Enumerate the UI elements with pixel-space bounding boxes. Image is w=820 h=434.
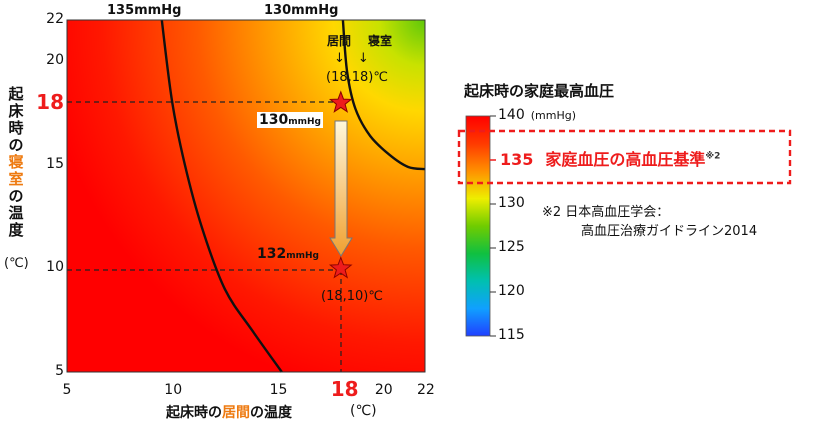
colorbar-tick-120: 120 — [498, 283, 525, 299]
colorbar-ticks — [490, 115, 496, 337]
threshold-footnote-mark: ※2 — [705, 151, 721, 162]
threshold-value: 135 — [500, 150, 534, 169]
point-1-value: 130mmHg — [257, 112, 323, 128]
footnote-line-1: ※2 日本高血圧学会： — [542, 205, 670, 220]
y-axis-label-char: 床 — [8, 102, 24, 120]
room-header-living: 居間 — [327, 34, 352, 48]
x-tick-18: 18 — [330, 377, 359, 401]
x-axis-label: 起床時の居間の温度 — [166, 402, 292, 422]
y-axis-label-char: 寝 — [8, 153, 24, 171]
room-header-bedroom: 寝室 — [368, 34, 393, 48]
x-tick-22: 22 — [417, 382, 435, 398]
colorbar-tick-140: 140 (mmHg) — [498, 107, 577, 123]
colorbar — [465, 115, 491, 337]
threshold-label: 135 家庭血圧の高血圧基準※2 — [500, 146, 720, 170]
x-tick-20: 20 — [374, 382, 393, 398]
point-star-2 — [328, 256, 353, 279]
y-tick-18: 18 — [36, 89, 64, 114]
colorbar-title: 起床時の家庭最高血圧 — [464, 82, 615, 100]
y-axis-label-char: 度 — [8, 221, 24, 239]
contour-label-135: 135mmHg — [107, 3, 182, 18]
threshold-text: 家庭血圧の高血圧基準 — [545, 150, 706, 169]
y-axis-label: 起床時の寝室の温度 — [7, 86, 25, 239]
threshold-box — [457, 129, 792, 185]
point-2-coord: (18,10)℃ — [321, 289, 383, 304]
y-axis-label-char: 時 — [8, 119, 24, 137]
plot-frame — [66, 19, 426, 373]
x-tick-5: 5 — [62, 382, 72, 398]
contour-line-130 — [341, 19, 426, 171]
point-1-coord: (18,18)℃ — [326, 70, 388, 85]
point-2-value: 132mmHg — [257, 246, 319, 262]
y-tick-20: 20 — [46, 52, 64, 69]
y-axis-label-char: の — [8, 136, 24, 154]
y-axis-label-char: の — [8, 187, 24, 205]
point-1-value-unit: mmHg — [288, 117, 321, 127]
point-1-value-number: 130 — [259, 112, 289, 128]
x-axis-label-part: 居間 — [222, 405, 250, 421]
room-header-arrows: ↓ ↓ — [334, 51, 369, 66]
y-axis-unit: (℃) — [4, 256, 29, 271]
y-tick-10: 10 — [46, 259, 64, 276]
point-star-1 — [328, 90, 353, 113]
footnote-line-2: 高血圧治療ガイドライン2014 — [581, 224, 758, 239]
point-2-value-unit: mmHg — [286, 251, 319, 261]
point-markers — [328, 90, 353, 279]
contour-line-135 — [160, 19, 283, 373]
contour-label-130: 130mmHg — [264, 3, 339, 18]
y-tick-15: 15 — [46, 155, 64, 172]
colorbar-tick-125: 125 — [498, 239, 525, 255]
heatmap-gradient — [67, 20, 425, 372]
y-axis-label-char: 室 — [8, 170, 24, 188]
y-axis-label-char: 起 — [8, 85, 24, 103]
colorbar-tick-130: 130 — [498, 195, 525, 211]
colorbar-unit: (mmHg) — [530, 109, 577, 122]
y-tick-5: 5 — [55, 363, 64, 379]
x-axis-label-part: 起床時の — [166, 405, 222, 421]
y-axis-label-char: 温 — [8, 204, 24, 222]
colorbar-tick-115: 115 — [498, 327, 525, 343]
x-tick-10: 10 — [164, 382, 183, 398]
x-axis-unit: (℃) — [350, 403, 377, 419]
point-2-value-number: 132 — [257, 246, 287, 262]
y-tick-22: 22 — [46, 11, 64, 27]
x-axis-label-part: の温度 — [250, 405, 292, 421]
x-tick-15: 15 — [269, 382, 288, 398]
change-arrow — [329, 120, 353, 257]
